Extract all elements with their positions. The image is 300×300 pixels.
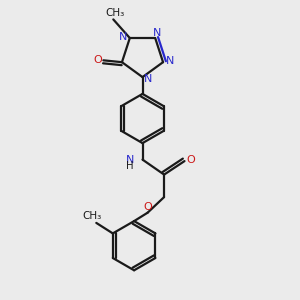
- Text: N: N: [119, 32, 128, 41]
- Text: N: N: [152, 28, 161, 38]
- Text: O: O: [143, 202, 152, 212]
- Text: N: N: [126, 154, 134, 165]
- Text: N: N: [166, 56, 174, 66]
- Text: CH₃: CH₃: [105, 8, 124, 18]
- Text: H: H: [126, 160, 134, 171]
- Text: CH₃: CH₃: [82, 211, 101, 221]
- Text: N: N: [144, 74, 152, 85]
- Text: O: O: [186, 154, 195, 165]
- Text: O: O: [93, 55, 102, 65]
